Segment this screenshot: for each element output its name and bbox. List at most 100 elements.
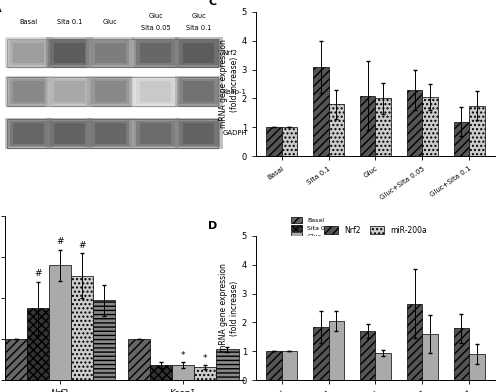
Bar <box>454 328 469 380</box>
Bar <box>46 118 94 149</box>
Bar <box>134 78 177 105</box>
Bar <box>54 82 85 102</box>
Text: Sita 0.1: Sita 0.1 <box>186 25 212 31</box>
Bar <box>94 43 126 63</box>
Bar <box>94 300 116 380</box>
Bar <box>177 120 220 147</box>
Bar <box>88 39 132 67</box>
Bar <box>14 123 44 144</box>
Y-axis label: mRNA gene expression
(fold increase): mRNA gene expression (fold increase) <box>220 263 239 352</box>
Bar <box>54 43 85 63</box>
Bar <box>54 123 85 144</box>
Bar <box>132 118 180 149</box>
Text: Sita 0.05: Sita 0.05 <box>140 25 170 31</box>
Y-axis label: mRNA gene expression
(fold increase): mRNA gene expression (fold increase) <box>220 40 239 129</box>
Bar <box>376 353 391 380</box>
Bar <box>360 331 376 380</box>
Bar <box>266 351 282 380</box>
Bar <box>407 90 422 156</box>
Text: C: C <box>208 0 216 7</box>
Text: Gluc: Gluc <box>103 19 118 25</box>
Bar <box>8 39 50 67</box>
Bar <box>150 365 172 380</box>
Text: Sita 0.1: Sita 0.1 <box>57 19 82 25</box>
Bar <box>48 78 91 105</box>
Bar <box>5 118 53 149</box>
Bar <box>49 265 71 380</box>
Bar <box>50 121 88 146</box>
Bar <box>10 40 48 65</box>
Bar <box>86 76 134 107</box>
Bar <box>8 119 218 148</box>
Bar <box>27 309 49 380</box>
Bar <box>360 96 376 156</box>
Bar <box>14 82 44 102</box>
Bar <box>8 78 50 105</box>
Bar <box>5 37 53 68</box>
Bar <box>91 40 130 65</box>
Bar <box>5 339 27 380</box>
Bar <box>328 321 344 380</box>
Bar <box>422 334 438 380</box>
Bar <box>313 67 328 156</box>
Bar <box>5 76 53 107</box>
Bar <box>134 39 177 67</box>
Bar <box>174 76 222 107</box>
Text: D: D <box>208 221 218 231</box>
Legend: Basal, Sita 0.1, Gluc, Gluc+Sita 0.05, Gluc+Sita 0.1: Basal, Sita 0.1, Gluc, Gluc+Sita 0.05, G… <box>290 216 356 255</box>
Bar <box>14 43 44 63</box>
Text: GADPH: GADPH <box>222 131 248 136</box>
Bar <box>469 354 484 380</box>
Text: *: * <box>203 354 207 363</box>
Text: Basal: Basal <box>20 19 38 25</box>
Bar <box>140 82 171 102</box>
Bar <box>86 37 134 68</box>
Bar <box>407 304 422 380</box>
Text: #: # <box>34 269 42 278</box>
Bar <box>132 76 180 107</box>
Bar <box>313 327 328 380</box>
Bar <box>422 97 438 156</box>
Text: Nrf2: Nrf2 <box>222 50 238 56</box>
Bar <box>128 339 150 380</box>
Bar <box>50 79 88 104</box>
Text: Gluc: Gluc <box>191 13 206 19</box>
Bar <box>177 78 220 105</box>
Bar <box>140 43 171 63</box>
Text: Gluc: Gluc <box>148 13 163 19</box>
Text: A: A <box>0 4 2 14</box>
Bar <box>183 123 214 144</box>
Text: #: # <box>56 238 64 246</box>
Bar <box>282 127 297 156</box>
Bar <box>172 365 195 380</box>
Bar <box>94 123 126 144</box>
Bar <box>174 118 222 149</box>
Legend: Nrf2, miR-200a: Nrf2, miR-200a <box>323 224 428 236</box>
Bar <box>46 76 94 107</box>
Bar <box>194 367 216 380</box>
Bar <box>140 123 171 144</box>
Bar <box>8 120 50 147</box>
Bar <box>134 120 177 147</box>
Bar <box>282 351 297 380</box>
Bar <box>46 37 94 68</box>
Bar <box>454 122 469 156</box>
Bar <box>8 39 218 67</box>
Bar <box>94 82 126 102</box>
Bar <box>132 37 180 68</box>
Bar <box>180 121 218 146</box>
Bar <box>376 98 391 156</box>
Bar <box>266 127 282 156</box>
Bar <box>50 40 88 65</box>
Bar <box>183 82 214 102</box>
Bar <box>183 43 214 63</box>
Bar <box>10 79 48 104</box>
Text: Keap-1: Keap-1 <box>222 89 246 94</box>
Bar <box>136 79 174 104</box>
Bar <box>136 121 174 146</box>
Bar <box>71 276 94 380</box>
Bar <box>88 78 132 105</box>
Bar <box>8 78 218 106</box>
Bar <box>469 106 484 156</box>
Bar <box>86 118 134 149</box>
